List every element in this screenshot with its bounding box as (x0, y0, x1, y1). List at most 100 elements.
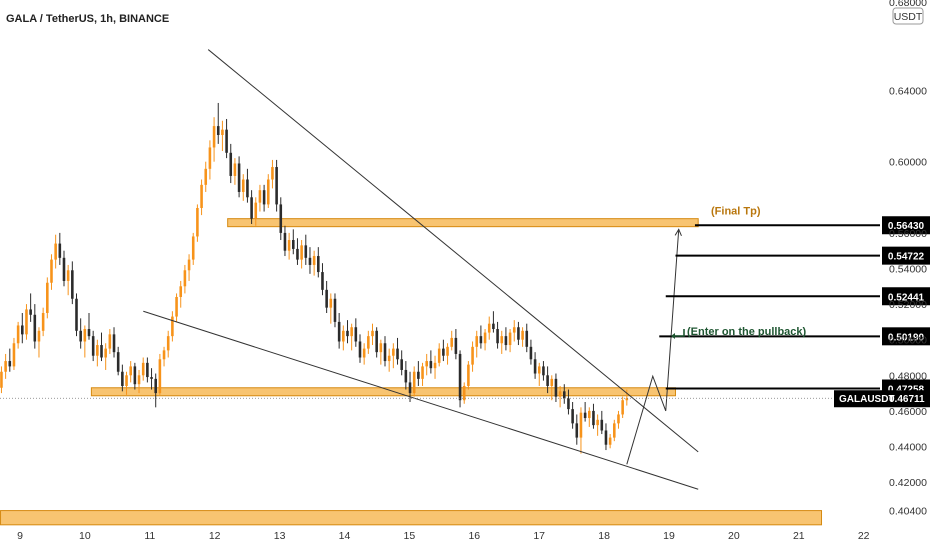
currency-unit-badge[interactable] (892, 7, 924, 25)
candle-body (121, 371, 124, 386)
candle (221, 120, 224, 152)
candle (158, 353, 162, 395)
candle-body (392, 348, 395, 356)
candle-body (33, 314, 37, 342)
target-level-value: 0.50190 (888, 332, 925, 343)
candle (25, 304, 28, 340)
candle (462, 382, 466, 404)
symbol-label: GALAUSDT (839, 394, 895, 405)
final-tp-label: (Final Tp) (711, 206, 761, 218)
candle (613, 419, 616, 442)
candle-body (150, 377, 153, 379)
candle-body (429, 361, 433, 369)
candle (479, 325, 483, 349)
time-tick-label: 22 (858, 530, 870, 542)
candle-body (471, 346, 474, 365)
price-axis[interactable]: 0.68000 USDT 0.40400 0.42000 0.44000 0.4600… (889, 0, 927, 518)
candle (141, 357, 145, 381)
candle (296, 238, 299, 265)
candle (500, 330, 504, 354)
bottom-zone (0, 510, 823, 526)
candle (450, 330, 454, 351)
candle-body (433, 362, 437, 369)
candle-body (275, 167, 278, 205)
price-tick-label: 0.40400 (889, 506, 927, 518)
candle-body (608, 437, 612, 445)
price-tick-label: 0.52000 (889, 299, 927, 311)
candle-body (492, 323, 495, 330)
candle-body (550, 378, 554, 386)
target-level-value: 0.52441 (888, 292, 925, 303)
projection-line (626, 229, 680, 465)
enter-label: (Enter on the pullback) (687, 326, 807, 338)
candle (162, 346, 166, 367)
target-level-value: 0.54722 (888, 252, 925, 263)
candle-body (54, 243, 57, 260)
candle (383, 336, 387, 367)
candle-body (237, 163, 241, 192)
candle-body (542, 366, 545, 376)
candle-body (262, 190, 266, 205)
candle (200, 179, 203, 216)
candle (533, 352, 537, 379)
candle (483, 329, 487, 351)
candle (191, 232, 195, 265)
time-tick-label: 18 (598, 530, 610, 542)
candle (300, 240, 303, 269)
candle-body (583, 412, 587, 419)
candle-body (312, 256, 316, 265)
candle (291, 229, 295, 255)
candle (121, 364, 124, 392)
candle-body (600, 419, 604, 431)
candle-body (29, 309, 32, 315)
candle-body (283, 232, 287, 251)
candle-body (346, 330, 349, 337)
candle (154, 373, 158, 408)
candle (412, 366, 416, 397)
candle-body (266, 179, 270, 205)
candle-body (37, 330, 41, 342)
price-tick-label: 0.48000 (889, 370, 927, 382)
time-axis[interactable]: 9 10 11 12 13 14 15 16 17 18 19 20 21 22 (17, 530, 870, 542)
candle (29, 293, 32, 322)
candle-body (458, 353, 462, 401)
candle (358, 334, 362, 363)
candle (12, 337, 16, 370)
candle (104, 343, 107, 370)
final-tp-zone (227, 218, 699, 228)
time-tick-label: 20 (728, 530, 740, 542)
candle (337, 313, 341, 349)
candle-body (529, 346, 533, 360)
candle-body (96, 345, 99, 356)
currency-unit-label: USDT (894, 11, 923, 23)
time-tick-label: 16 (468, 530, 480, 542)
candle-body (296, 248, 299, 260)
time-tick-label: 17 (533, 530, 545, 542)
price-tick-label: 0.56000 (889, 228, 927, 240)
candle-body (291, 240, 295, 249)
time-tick-label: 14 (339, 530, 351, 542)
candle-body (462, 385, 466, 401)
candle-body (371, 330, 374, 337)
candle (487, 316, 491, 340)
candle-body (475, 336, 479, 347)
candle (521, 327, 524, 347)
candle-body (46, 282, 49, 313)
price-levels: 0.56430 0.54722 0.52441 0.50190 0.47258 (659, 216, 930, 398)
candle (83, 325, 87, 358)
candle-body (187, 259, 191, 271)
candle-body (404, 369, 408, 383)
candle (429, 350, 433, 374)
candle (621, 396, 624, 419)
candle-body (329, 298, 333, 308)
price-tick-label: 0.50000 (889, 335, 927, 347)
candle (596, 414, 599, 436)
candle (304, 234, 308, 265)
candle (225, 118, 228, 159)
candle-body (450, 337, 454, 347)
candle (512, 320, 516, 342)
candle-body (241, 179, 245, 192)
candle-body (508, 332, 512, 346)
candle (433, 355, 437, 379)
candle (575, 414, 579, 445)
